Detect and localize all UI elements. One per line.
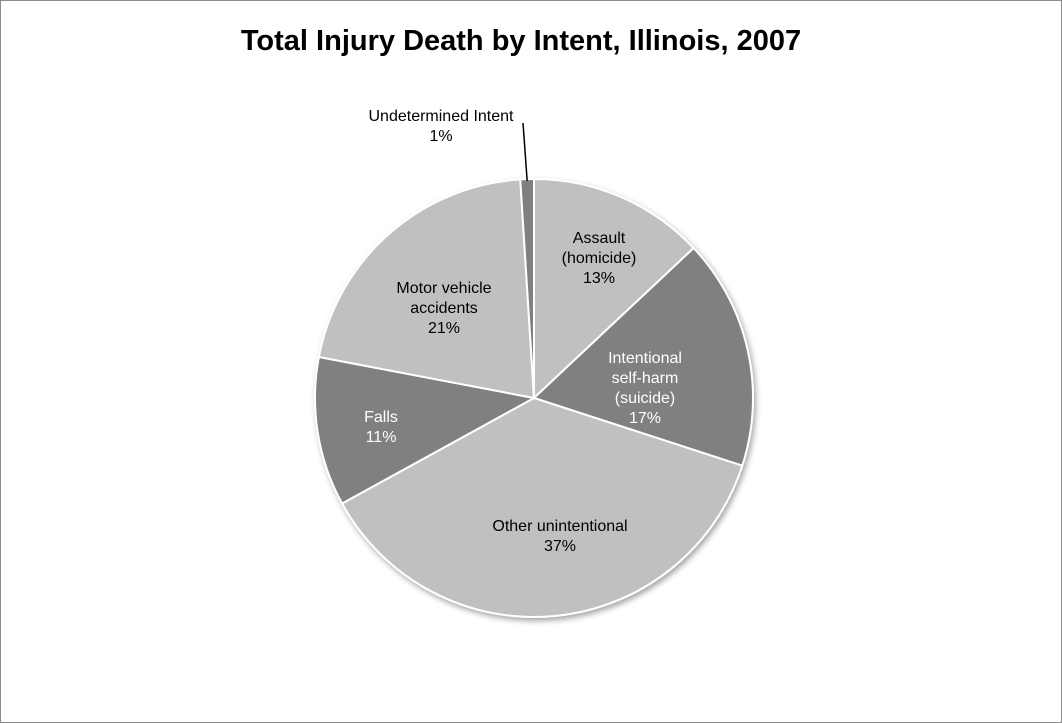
chart-title: Total Injury Death by Intent, Illinois, … xyxy=(240,25,802,57)
leader-line-undetermined-intent xyxy=(522,122,528,182)
pie-slice-motor-vehicle-accidents xyxy=(317,178,536,400)
slice-percent-label: 17% xyxy=(629,410,661,427)
slice-label: Motor vehicle accidents 21% xyxy=(396,280,491,337)
slice-percent-label: 21% xyxy=(428,320,460,337)
slice-label: Intentional self-harm (suicide) 17% xyxy=(608,350,682,427)
slice-percent-label: 1% xyxy=(429,128,452,145)
pie-slice-assault-homicide xyxy=(533,177,696,401)
slice-label: Falls 11% xyxy=(364,409,398,446)
pie-slice-intentional-self-harm-suicide xyxy=(532,246,754,467)
slice-label: Undetermined Intent 1% xyxy=(369,108,515,145)
slice-label: Assault (homicide) 13% xyxy=(562,230,637,287)
slice-label: Other unintentional 37% xyxy=(492,518,627,555)
slice-percent-label: 37% xyxy=(544,538,576,555)
pie-slice-other-unintentional xyxy=(340,396,744,618)
slice-percent-label: 11% xyxy=(366,429,397,446)
pie-slice-falls xyxy=(314,355,537,505)
slice-percent-label: 13% xyxy=(583,270,615,287)
